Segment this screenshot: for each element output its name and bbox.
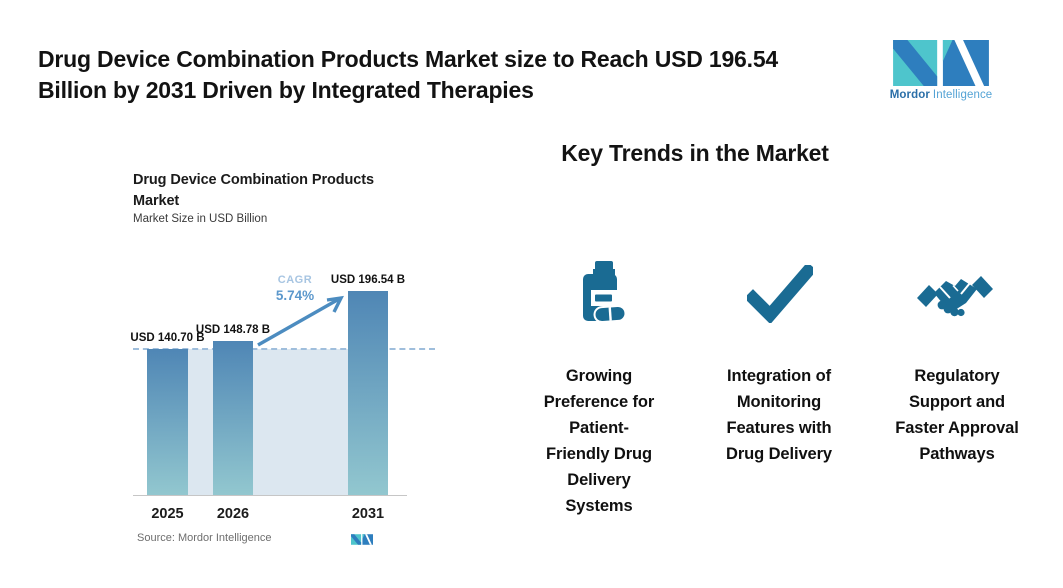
bar-2031 xyxy=(348,291,388,495)
bar-value-label: USD 148.78 B xyxy=(195,324,271,336)
x-axis-tick-2031: 2031 xyxy=(351,506,385,522)
cagr-annotation: CAGR 5.74% xyxy=(263,273,327,304)
key-trends-heading: Key Trends in the Market xyxy=(561,140,829,166)
chart-subtitle: Market Size in USD Billion xyxy=(133,213,268,225)
trend-item-label: Growing Preference for Patient- Friendly… xyxy=(543,367,655,515)
trend-item-label: Regulatory Support and Faster Approval P… xyxy=(895,367,1019,463)
chart-title: Drug Device Combination Products Market xyxy=(133,172,374,209)
x-axis-tick-2026: 2026 xyxy=(216,506,250,522)
handshake-icon xyxy=(917,276,993,317)
checkmark-icon xyxy=(747,265,813,323)
mini-brand-logo-icon xyxy=(351,534,373,545)
brand-logo: Mordor Intelligence xyxy=(886,40,996,101)
bar-2026 xyxy=(213,341,253,495)
pill-bottle-icon xyxy=(583,261,627,323)
brand-name-bold: Mordor xyxy=(889,89,930,101)
cagr-value: 5.74% xyxy=(275,288,315,303)
cagr-label: CAGR xyxy=(277,274,313,286)
x-axis-line xyxy=(133,494,407,496)
source-note: Source: Mordor Intelligence xyxy=(137,532,272,544)
brand-name: Mordor Intelligence xyxy=(886,89,996,101)
bar-chart: CAGR 5.74% USD 140.70 B USD 148.78 B USD… xyxy=(130,255,443,522)
mordor-intelligence-logo-icon xyxy=(893,40,989,86)
brand-name-light: Intelligence xyxy=(932,89,993,101)
page-title: Drug Device Combination Products Market … xyxy=(38,46,779,103)
bar-value-label: USD 196.54 B xyxy=(330,274,406,286)
bar-value-label: USD 140.70 B xyxy=(130,332,205,344)
x-axis-tick-2025: 2025 xyxy=(151,506,184,522)
bar-2025 xyxy=(147,349,188,495)
reference-dashed-line xyxy=(133,348,435,350)
trend-item-label: Integration of Monitoring Features with … xyxy=(726,367,832,463)
